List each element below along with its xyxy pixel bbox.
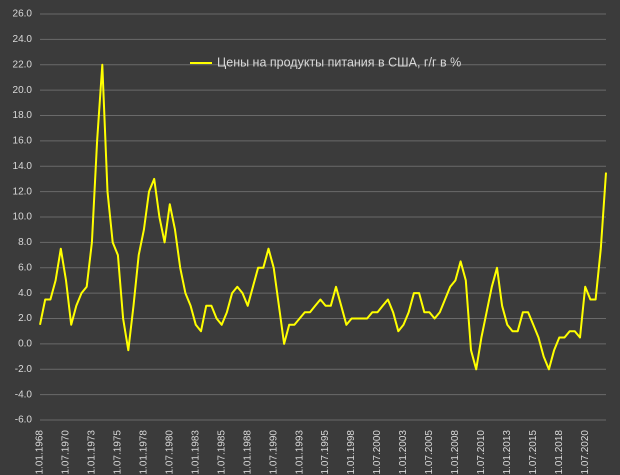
y-tick-label: -6.0 bbox=[15, 415, 33, 426]
y-tick-label: 12.0 bbox=[13, 186, 33, 197]
y-tick-label: 6.0 bbox=[18, 262, 32, 273]
y-tick-label: -4.0 bbox=[15, 389, 33, 400]
y-tick-label: 24.0 bbox=[13, 34, 33, 45]
x-tick-label: 31.01.1988 bbox=[242, 430, 253, 475]
y-tick-label: 16.0 bbox=[13, 136, 33, 147]
x-tick-label: 31.01.2018 bbox=[554, 430, 565, 475]
x-tick-label: 31.01.2008 bbox=[450, 430, 461, 475]
x-tick-label: 31.07.2020 bbox=[580, 430, 591, 475]
x-tick-label: 31.01.1968 bbox=[35, 430, 46, 475]
x-tick-label: 31.07.2000 bbox=[372, 430, 383, 475]
x-tick-label: 31.01.2013 bbox=[502, 430, 513, 475]
x-tick-label: 31.07.1975 bbox=[113, 430, 124, 475]
x-tick-label: 31.01.1998 bbox=[346, 430, 357, 475]
x-tick-label: 31.07.1990 bbox=[268, 430, 279, 475]
x-tick-label: 31.07.2015 bbox=[528, 430, 539, 475]
series-line bbox=[39, 63, 607, 371]
y-tick-label: 18.0 bbox=[13, 110, 33, 121]
legend-label: Цены на продукты питания в США, г/г в % bbox=[217, 55, 461, 69]
x-tick-label: 31.07.1970 bbox=[61, 430, 72, 475]
x-tick-label: 31.01.1993 bbox=[294, 430, 305, 475]
x-tick-label: 31.01.1983 bbox=[190, 430, 201, 475]
y-tick-label: -2.0 bbox=[15, 364, 33, 375]
y-tick-label: 14.0 bbox=[13, 161, 33, 172]
x-tick-label: 31.01.2003 bbox=[398, 430, 409, 475]
x-tick-label: 31.07.1985 bbox=[216, 430, 227, 475]
y-tick-label: 10.0 bbox=[13, 212, 33, 223]
x-tick-label: 31.01.1978 bbox=[138, 430, 149, 475]
x-tick-label: 31.07.2010 bbox=[476, 430, 487, 475]
y-tick-label: 4.0 bbox=[18, 288, 32, 299]
x-tick-label: 31.07.1995 bbox=[320, 430, 331, 475]
x-tick-label: 31.07.1980 bbox=[164, 430, 175, 475]
y-tick-label: 22.0 bbox=[13, 59, 33, 70]
x-tick-label: 31.07.2005 bbox=[424, 430, 435, 475]
x-tick-label: 31.01.1973 bbox=[87, 430, 98, 475]
y-tick-label: 2.0 bbox=[18, 313, 32, 324]
y-tick-label: 8.0 bbox=[18, 237, 32, 248]
y-tick-label: 26.0 bbox=[13, 9, 33, 20]
y-tick-label: 0.0 bbox=[18, 339, 32, 350]
y-tick-label: 20.0 bbox=[13, 85, 33, 96]
